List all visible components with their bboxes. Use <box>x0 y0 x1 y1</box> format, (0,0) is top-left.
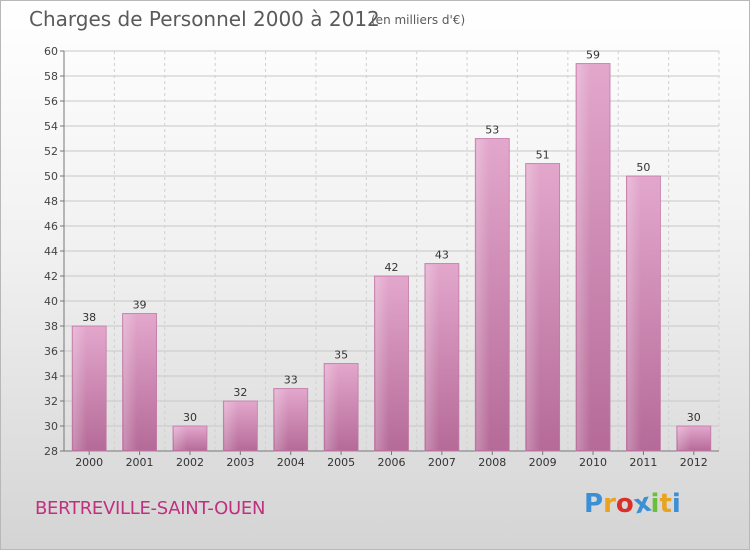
bar-highlight <box>677 427 692 450</box>
y-tick-label: 52 <box>44 145 58 158</box>
bar-value-label: 33 <box>284 374 298 387</box>
bar-value-label: 35 <box>334 349 348 362</box>
x-tick-label: 2003 <box>226 456 254 469</box>
bar-value-label: 38 <box>82 311 96 324</box>
bar-highlight <box>476 139 490 450</box>
x-tick-label: 2004 <box>277 456 305 469</box>
y-tick-label: 30 <box>44 420 58 433</box>
y-tick-label: 28 <box>44 445 58 458</box>
x-tick-label: 2001 <box>126 456 154 469</box>
bar-highlight <box>526 164 541 450</box>
y-tick-label: 34 <box>44 370 58 383</box>
bar-value-label: 32 <box>233 386 247 399</box>
bar-value-label: 53 <box>485 124 499 137</box>
bar-value-label: 39 <box>133 299 147 312</box>
y-tick-label: 58 <box>44 70 58 83</box>
bar-highlight <box>123 314 138 450</box>
y-tick-label: 48 <box>44 195 58 208</box>
bar-highlight <box>173 427 188 450</box>
bar-value-label: 30 <box>687 411 701 424</box>
bar-highlight <box>375 277 390 450</box>
logo-letter: t <box>659 489 672 519</box>
y-tick-label: 56 <box>44 95 58 108</box>
y-tick-label: 60 <box>44 45 58 58</box>
logo-letter: i <box>671 489 681 519</box>
bar-highlight <box>627 177 642 450</box>
y-tick-label: 40 <box>44 295 58 308</box>
x-tick-label: 2010 <box>579 456 607 469</box>
bar-value-label: 42 <box>385 261 399 274</box>
bar-highlight <box>274 389 289 450</box>
y-tick-label: 50 <box>44 170 58 183</box>
bar-highlight <box>224 402 238 450</box>
bar-value-label: 30 <box>183 411 197 424</box>
bar-highlight <box>73 327 87 450</box>
bar-highlight <box>325 364 339 450</box>
x-tick-label: 2002 <box>176 456 204 469</box>
x-tick-label: 2000 <box>75 456 103 469</box>
proxiti-logo[interactable]: Proxiti <box>584 488 681 521</box>
bar-value-label: 51 <box>536 149 550 162</box>
x-tick-label: 2007 <box>428 456 456 469</box>
x-tick-label: 2006 <box>378 456 406 469</box>
bar-highlight <box>425 264 440 450</box>
chart-subtitle: (en milliers d'€) <box>371 13 466 27</box>
x-tick-label: 2008 <box>478 456 506 469</box>
y-tick-label: 44 <box>44 245 58 258</box>
y-tick-label: 32 <box>44 395 58 408</box>
bar-value-label: 50 <box>636 161 650 174</box>
logo-letter: o <box>615 489 634 519</box>
y-tick-label: 38 <box>44 320 58 333</box>
x-tick-label: 2011 <box>629 456 657 469</box>
logo-letter: r <box>603 489 616 519</box>
bar-value-label: 43 <box>435 249 449 262</box>
logo-letter: P <box>584 489 604 519</box>
x-tick-label: 2012 <box>680 456 708 469</box>
x-tick-label: 2005 <box>327 456 355 469</box>
y-tick-label: 42 <box>44 270 58 283</box>
x-tick-label: 2009 <box>529 456 557 469</box>
chart-title: Charges de Personnel 2000 à 2012 <box>29 7 380 31</box>
logo-letter: i <box>650 489 660 519</box>
y-tick-label: 54 <box>44 120 58 133</box>
bar-value-label: 59 <box>586 49 600 62</box>
city-name: BERTREVILLE-SAINT-OUEN <box>35 498 266 519</box>
bar-highlight <box>577 64 591 450</box>
y-tick-label: 36 <box>44 345 58 358</box>
y-tick-label: 46 <box>44 220 58 233</box>
